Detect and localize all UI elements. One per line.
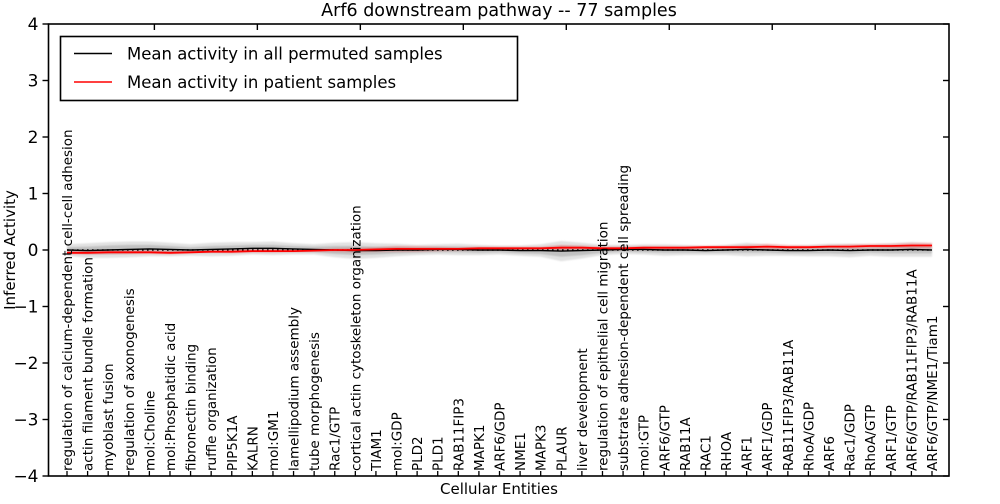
x-tick-label: RAC1: [699, 435, 715, 471]
x-tick-label: ARF6/GDP: [493, 402, 509, 471]
x-tick-label: regulation of epithelial cell migration: [596, 222, 612, 471]
x-tick-label: Rac1/GDP: [843, 404, 859, 471]
x-tick-label: ARF6/GTP: [657, 405, 673, 471]
y-tick-label: −2: [13, 354, 38, 374]
y-tick-label: −4: [13, 467, 38, 487]
x-tick-label: ARF6/GTP/NME1/Tiam1: [925, 316, 941, 471]
y-tick-labels: 4 3 2 1 0 −1 −2 −3 −4: [13, 15, 38, 487]
y-tick-label: 4: [28, 15, 39, 35]
x-tick-label: myoblast fusion: [101, 363, 117, 471]
x-axis-label: Cellular Entities: [440, 480, 558, 498]
x-tick-label: MAPK1: [472, 425, 488, 471]
mean-permuted-line: [66, 247, 933, 252]
x-tick-label: tube morphogenesis: [307, 332, 323, 471]
x-tick-label: Rac1/GTP: [328, 407, 344, 471]
x-tick-label: RhoA/GDP: [801, 402, 817, 471]
legend-box: [59, 35, 519, 102]
x-tick-label: fibronectin binding: [184, 344, 200, 471]
x-tick-label: ARF1/GDP: [760, 402, 776, 471]
y-tick-label: −1: [13, 298, 38, 318]
x-tick-label: RhoA/GTP: [863, 405, 879, 471]
x-tick-label: NME1: [513, 432, 529, 471]
legend: Mean activity in all permuted samples Me…: [59, 35, 519, 102]
x-tick-labels: regulation of calcium-dependent cell-cel…: [60, 129, 941, 472]
x-tick-label: RAB11A: [678, 416, 694, 471]
x-tick-label: mol:Phosphatidic acid: [163, 323, 179, 471]
x-tick-label: RAB11FIP3: [451, 398, 467, 471]
chart-title: Arf6 downstream pathway -- 77 samples: [321, 1, 677, 21]
x-tick-label: MAPK3: [534, 425, 550, 471]
x-tick-label: ARF6: [822, 436, 838, 471]
x-tick-label: ARF1/GTP: [884, 405, 900, 471]
x-tick-label: substrate adhesion-dependent cell spread…: [616, 165, 632, 471]
legend-label-patient: Mean activity in patient samples: [127, 73, 396, 92]
x-tick-label: TIAM1: [369, 429, 385, 472]
x-tick-label: cortical actin cytoskeleton organization: [348, 205, 364, 471]
x-tick-label: actin filament bundle formation: [81, 257, 97, 471]
x-tick-label: KALRN: [245, 426, 261, 471]
x-tick-label: regulation of calcium-dependent cell-cel…: [60, 129, 76, 471]
x-tick-label: PLAUR: [554, 427, 570, 471]
x-tick-label: mol:Choline: [142, 391, 158, 471]
x-tick-label: ARF6/GTP/RAB11FIP3/RAB11A: [904, 269, 920, 471]
x-tick-label: ruffle organization: [204, 347, 220, 471]
mean-patient-line: [67, 244, 932, 254]
y-axis-label: Inferred Activity: [1, 190, 19, 310]
y-tick-label: −3: [13, 411, 38, 431]
x-tick-label: mol:GM1: [266, 411, 282, 471]
y-tick-label: 0: [28, 241, 39, 261]
series-lines: [66, 244, 933, 254]
y-tick-label: 3: [28, 72, 39, 92]
x-tick-label: mol:GTP: [637, 415, 653, 471]
x-tick-label: ARF1: [740, 436, 756, 471]
axes-frame: [42, 23, 950, 477]
x-tick-label: PLD1: [431, 436, 447, 471]
x-tick-label: regulation of axonogenesis: [122, 288, 138, 471]
y-tick-label: 1: [28, 185, 39, 205]
x-tick-label: RAB11FIP3/RAB11A: [781, 339, 797, 471]
legend-label-permuted: Mean activity in all permuted samples: [127, 45, 443, 64]
x-tick-label: mol:GDP: [390, 412, 406, 471]
x-tick-label: liver development: [575, 348, 591, 471]
x-tick-label: lamellipodium assembly: [287, 307, 303, 471]
x-tick-label: RHOA: [719, 431, 735, 471]
y-tick-label: 2: [28, 128, 39, 148]
x-tick-label: PLD2: [410, 436, 426, 471]
x-tick-label: PIP5K1A: [225, 415, 241, 471]
